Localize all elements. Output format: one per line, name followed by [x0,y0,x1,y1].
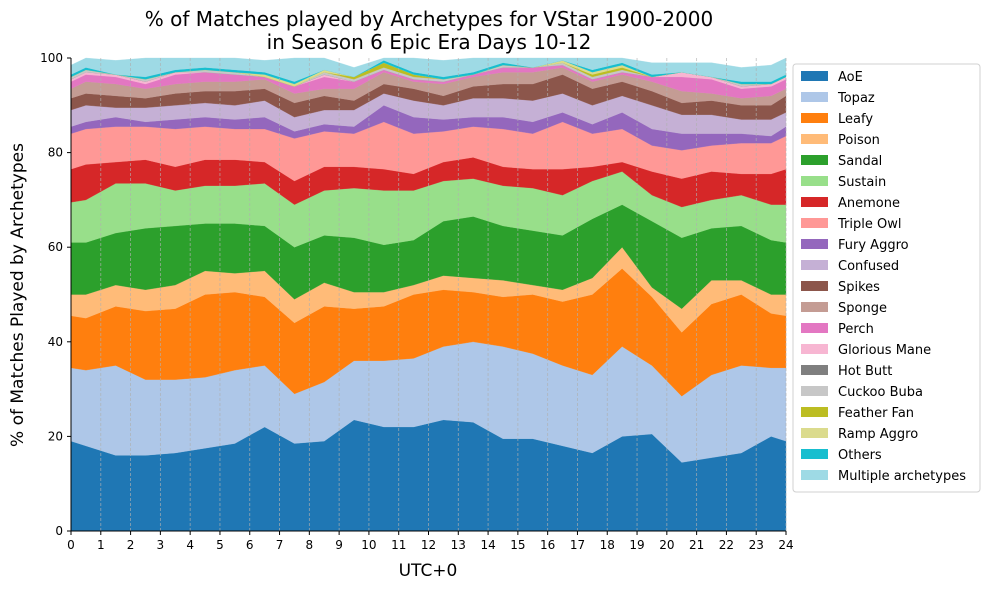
x-tick-label: 9 [335,538,343,552]
y-axis-title: % of Matches Played by Archetypes [8,143,28,447]
legend-swatch [801,386,828,396]
legend-swatch [801,176,828,186]
x-tick-label: 5 [216,538,224,552]
legend-label: Others [838,448,882,463]
legend-swatch [801,260,828,270]
x-tick-label: 17 [570,538,585,552]
axes-group: 0 1 2 3 4 5 6 7 8 9 10 11 12 13 14 15 16 17 18 19 20 21 22 23 24… [40,51,794,552]
y-tick-label: 80 [48,146,63,160]
legend: AoE Topaz Leafy Poison Sandal Sustain Anemone T… [792,63,981,493]
x-tick-label: 13 [451,538,466,552]
legend-label: Multiple archetypes [838,469,966,484]
y-tick-label: 100 [40,51,63,65]
legend-swatch [801,323,828,333]
legend-label: Cuckoo Buba [838,385,923,400]
legend-label: Triple Owl [837,217,901,232]
legend-label: AoE [838,70,863,85]
legend-swatch [801,92,828,102]
y-tick-label: 0 [55,524,63,538]
legend-label: Anemone [838,196,900,211]
legend-label: Spikes [838,280,880,295]
x-tick-label: 16 [540,538,555,552]
legend-label: Poison [838,133,880,148]
legend-label: Feather Fan [838,406,914,421]
legend-swatch [801,365,828,375]
legend-label: Glorious Mane [838,343,931,358]
legend-label: Fury Aggro [838,238,909,253]
x-tick-label: 6 [246,538,254,552]
x-tick-label: 23 [749,538,764,552]
vertical-gridlines [70,58,787,531]
legend-label: Sustain [838,175,886,190]
x-tick-label: 21 [689,538,704,552]
x-tick-label: 4 [186,538,194,552]
legend-label: Hot Butt [838,364,892,379]
legend-swatch [801,218,828,228]
x-tick-label: 3 [157,538,165,552]
x-tick-label: 20 [659,538,674,552]
legend-label: Perch [838,322,874,337]
legend-swatch [801,71,828,81]
x-tick-label: 14 [480,538,495,552]
legend-swatch [801,239,828,249]
legend-swatch [801,344,828,354]
legend-swatch [801,281,828,291]
x-tick-label: 11 [391,538,406,552]
legend-swatch [801,197,828,207]
legend-swatch [801,407,828,417]
chart-title-line2: in Season 6 Epic Era Days 10-12 [267,30,592,54]
legend-frame [792,63,981,493]
x-tick-label: 7 [276,538,284,552]
legend-swatch [801,449,828,459]
legend-swatch [801,428,828,438]
legend-label: Topaz [837,91,875,106]
legend-swatch [801,113,828,123]
x-tick-label: 0 [67,538,75,552]
legend-label: Confused [838,259,899,274]
x-tick-label: 22 [719,538,734,552]
legend-swatch [801,155,828,165]
chart-title-line1: % of Matches played by Archetypes for VS… [145,7,714,31]
legend-label: Sandal [838,154,882,169]
x-tick-label: 19 [629,538,644,552]
x-tick-label: 2 [127,538,135,552]
y-tick-label: 20 [48,429,63,443]
x-tick-label: 1 [97,538,105,552]
x-axis-title: UTC+0 [399,561,458,581]
x-tick-label: 12 [421,538,436,552]
legend-swatch [801,302,828,312]
legend-swatch [801,134,828,144]
x-tick-label: 10 [361,538,376,552]
x-tick-label: 24 [778,538,793,552]
y-tick-label: 40 [48,335,63,349]
x-tick-label: 8 [306,538,314,552]
legend-swatch [801,470,828,480]
legend-label: Ramp Aggro [838,427,918,442]
legend-label: Leafy [838,112,873,127]
x-tick-label: 18 [600,538,615,552]
y-tick-label: 60 [48,240,63,254]
legend-label: Sponge [838,301,887,316]
x-tick-label: 15 [510,538,525,552]
